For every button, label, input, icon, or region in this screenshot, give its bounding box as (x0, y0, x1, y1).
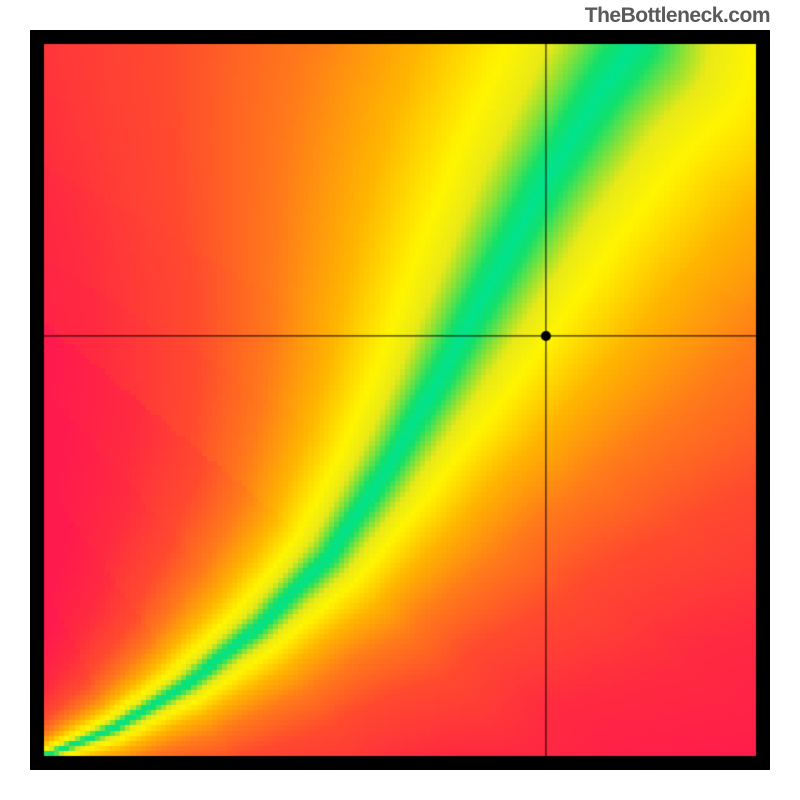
bottleneck-heatmap (30, 30, 770, 770)
chart-container: TheBottleneck.com (0, 0, 800, 800)
watermark-text: TheBottleneck.com (585, 4, 770, 28)
heatmap-canvas (30, 30, 770, 770)
